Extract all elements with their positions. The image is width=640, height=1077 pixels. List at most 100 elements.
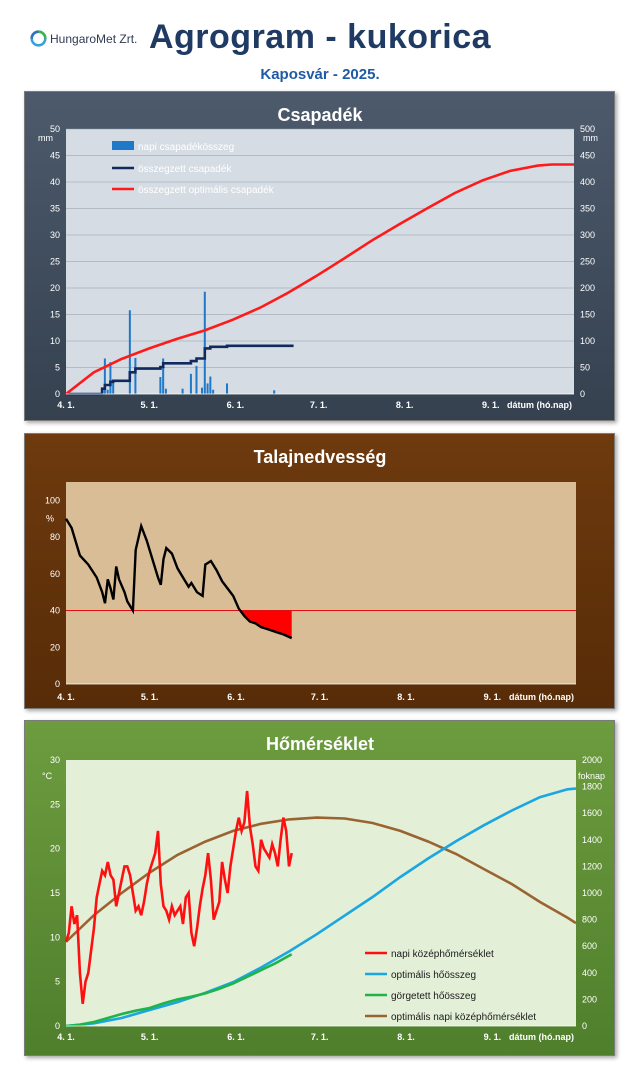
y-tick-right: 1400: [582, 835, 602, 845]
x-tick: 6. 1.: [227, 1032, 245, 1042]
y-axis-label-right: foknap: [578, 771, 605, 781]
legend-label: napi középhőmérséklet: [391, 949, 494, 960]
y-tick-right: 150: [580, 310, 595, 320]
x-tick: 9. 1.: [482, 400, 500, 410]
y-axis-label-right: mm: [583, 133, 598, 143]
y-tick-right: 1600: [582, 808, 602, 818]
x-tick: 5. 1.: [141, 1032, 159, 1042]
bar-daily-precip: [128, 310, 131, 394]
x-tick: 4. 1.: [57, 692, 75, 702]
y-tick-right: 0: [580, 389, 585, 399]
y-tick-right: 50: [580, 363, 590, 373]
y-tick-left: 40: [50, 177, 60, 187]
y-tick: 80: [50, 532, 60, 542]
y-tick-left: 15: [50, 888, 60, 898]
y-axis-label: %: [46, 514, 54, 524]
y-tick-right: 100: [580, 336, 595, 346]
bar-daily-precip: [206, 383, 209, 394]
y-tick-right: 800: [582, 915, 597, 925]
y-tick-left: 25: [50, 257, 60, 267]
line-cumulative-precip: [66, 344, 294, 396]
legend-label: összegzett csapadék: [138, 164, 232, 175]
y-tick-right: 1800: [582, 782, 602, 792]
legend-label: optimális napi középhőmérséklet: [391, 1012, 536, 1023]
x-tick: 4. 1.: [57, 1032, 75, 1042]
line-daily-mean-temp: [64, 790, 293, 1004]
y-tick-left: 25: [50, 799, 60, 809]
y-tick-right: 1000: [582, 888, 602, 898]
line-rolling-heat-sum: [65, 953, 293, 1028]
page-subtitle: Kaposvár - 2025.: [260, 66, 380, 83]
y-tick-left: 5: [55, 977, 60, 987]
bar-daily-precip: [112, 382, 115, 394]
y-tick-left: 30: [50, 755, 60, 765]
bar-daily-precip: [226, 383, 229, 394]
y-tick-right: 350: [580, 204, 595, 214]
y-axis-label-left: °C: [42, 771, 53, 781]
plot-area: [66, 760, 576, 1026]
x-tick: 7. 1.: [311, 1032, 329, 1042]
x-tick: 4. 1.: [57, 400, 75, 410]
x-tick: 6. 1.: [227, 400, 245, 410]
y-tick-right: 200: [582, 994, 597, 1004]
x-axis-label: dátum (hó.nap): [509, 1032, 574, 1042]
temperature-chart: Hőmérséklet 0 5 10 15 20 25 30 0 200 400 600 800 100…: [42, 734, 605, 1042]
y-tick: 60: [50, 569, 60, 579]
bar-daily-precip: [209, 376, 212, 394]
temperature-panel: Hőmérséklet 0 5 10 15 20 25 30 0 200 400 600 800 100…: [24, 720, 615, 1056]
y-tick-left: 5: [55, 363, 60, 373]
line-optimal-daily-mean-temp: [65, 816, 577, 943]
chart-title: Talajnedvesség: [254, 447, 387, 467]
soil-moisture-chart: Talajnedvesség 0 20 40 60 80 100% 4. 1. 5. 1. 6.…: [45, 447, 576, 702]
bar-daily-precip: [201, 387, 204, 394]
legend-swatch: [112, 141, 134, 150]
legend-label: napi csapadékösszeg: [138, 142, 234, 153]
x-tick: 7. 1.: [310, 400, 328, 410]
plot-area: [66, 482, 576, 684]
y-tick-left: 0: [55, 389, 60, 399]
logo-text: HungaroMet Zrt.: [50, 31, 138, 46]
x-tick: 8. 1.: [396, 400, 414, 410]
y-tick-right: 600: [582, 941, 597, 951]
bar-daily-precip: [181, 388, 184, 394]
y-tick-left: 45: [50, 151, 60, 161]
y-tick: 0: [55, 679, 60, 689]
y-tick-right: 1200: [582, 861, 602, 871]
x-tick: 7. 1.: [311, 692, 329, 702]
legend-label: összegzett optimális csapadék: [138, 185, 275, 196]
bar-daily-precip: [134, 357, 137, 394]
x-tick: 9. 1.: [484, 692, 502, 702]
bar-daily-precip: [189, 373, 192, 394]
bar-daily-precip: [162, 358, 165, 394]
y-tick-left: 50: [50, 124, 60, 134]
y-tick-left: 20: [50, 283, 60, 293]
deficit-area: [240, 610, 292, 639]
y-tick-left: 20: [50, 844, 60, 854]
y-tick-right: 2000: [582, 755, 602, 765]
x-tick: 5. 1.: [141, 400, 159, 410]
bar-daily-precip: [195, 365, 198, 394]
precipitation-panel: Csapadék 0 5 10 15 20 25 30 35 40 45 50 0 50 100 150 20…: [24, 91, 615, 421]
bar-daily-precip: [273, 390, 276, 394]
line-optimal-heat-sum: [65, 787, 577, 1028]
y-tick: 100: [45, 495, 60, 505]
y-tick-left: 30: [50, 230, 60, 240]
bar-daily-precip: [103, 358, 106, 394]
y-tick-left: 0: [55, 1021, 60, 1031]
bar-daily-precip: [106, 389, 109, 394]
line-soil-moisture: [64, 518, 293, 640]
line-optimal-cumulative-precip: [65, 163, 574, 396]
y-tick-left: 35: [50, 204, 60, 214]
y-tick-right: 400: [582, 968, 597, 978]
soil-moisture-panel: Talajnedvesség 0 20 40 60 80 100% 4. 1. 5. 1. 6.…: [24, 433, 615, 709]
x-axis-label: dátum (hó.nap): [507, 400, 572, 410]
hungaromet-logo: HungaroMet Zrt.: [30, 30, 137, 47]
x-tick: 9. 1.: [484, 1032, 502, 1042]
y-tick-right: 250: [580, 257, 595, 267]
bar-daily-precip: [109, 362, 112, 394]
legend-label: optimális hőösszeg: [391, 970, 476, 981]
x-axis-label: dátum (hó.nap): [509, 692, 574, 702]
y-tick: 40: [50, 606, 60, 616]
y-tick-right: 400: [580, 177, 595, 187]
bar-daily-precip: [203, 291, 206, 394]
